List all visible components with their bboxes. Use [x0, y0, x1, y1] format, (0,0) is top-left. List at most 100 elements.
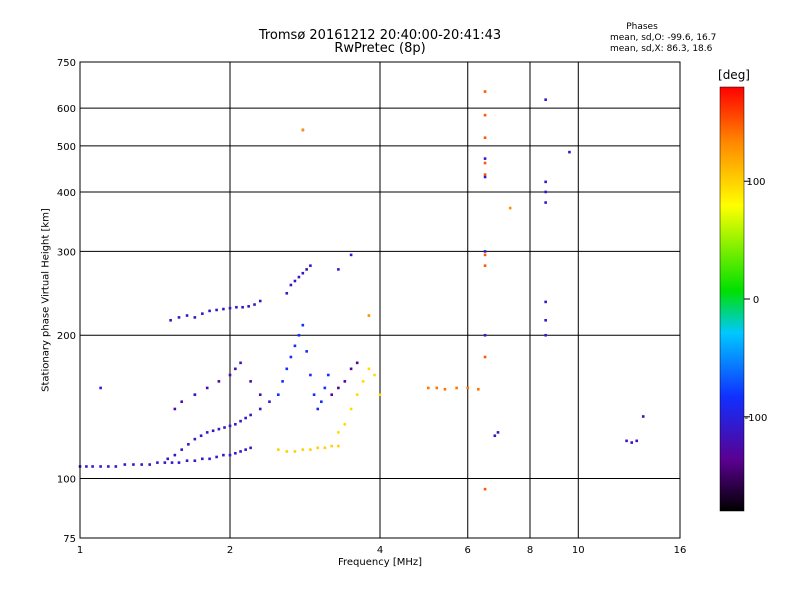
- data-point: [217, 380, 221, 383]
- data-point: [293, 450, 297, 453]
- colorbar: [719, 86, 745, 512]
- data-point: [349, 367, 353, 371]
- data-point: [222, 307, 225, 311]
- data-point: [285, 291, 289, 295]
- data-point: [208, 457, 211, 461]
- data-point: [244, 448, 247, 451]
- data-point: [99, 386, 102, 390]
- data-point: [276, 448, 280, 451]
- y-tick-label: 400: [57, 188, 76, 199]
- data-point: [477, 387, 480, 391]
- data-point: [253, 303, 256, 306]
- data-point: [483, 175, 487, 179]
- chart-title: Tromsø 20161212 20:40:00-20:41:43: [258, 28, 502, 43]
- data-point: [114, 465, 118, 468]
- data-point: [483, 250, 487, 253]
- data-point: [544, 98, 547, 101]
- data-point: [309, 264, 312, 267]
- data-point: [343, 380, 347, 383]
- data-point: [337, 444, 340, 448]
- data-point: [228, 424, 232, 428]
- data-point: [228, 306, 232, 310]
- data-point: [239, 419, 242, 423]
- data-point: [301, 448, 305, 451]
- data-points: [78, 90, 645, 491]
- data-point: [316, 446, 320, 450]
- plot-grid: [80, 62, 680, 538]
- data-point: [85, 465, 88, 468]
- data-point: [337, 268, 340, 271]
- data-point: [355, 361, 359, 365]
- x-axis-label: Frequency [MHz]: [337, 557, 423, 568]
- data-point: [228, 453, 232, 457]
- data-point: [185, 459, 189, 463]
- data-point: [289, 355, 293, 359]
- data-point: [249, 446, 252, 450]
- data-point: [107, 465, 110, 468]
- data-point: [493, 434, 497, 438]
- data-point: [217, 427, 221, 431]
- data-point: [309, 373, 312, 377]
- data-point: [247, 305, 250, 308]
- data-point: [330, 393, 334, 397]
- data-point: [349, 407, 353, 411]
- data-point: [205, 386, 209, 390]
- data-point: [193, 316, 197, 319]
- data-point: [140, 463, 144, 466]
- data-point: [483, 264, 487, 267]
- data-point: [641, 415, 645, 418]
- data-point: [199, 434, 203, 438]
- data-point: [544, 300, 547, 304]
- data-point: [483, 136, 487, 140]
- data-point: [483, 173, 487, 176]
- data-point: [361, 380, 365, 383]
- chart-subtitle: RwPretec (8p): [334, 41, 426, 56]
- plot-frame: [79, 61, 681, 539]
- data-point: [148, 463, 152, 466]
- data-point: [244, 416, 247, 420]
- x-tick-label: 8: [527, 545, 533, 556]
- data-point: [201, 457, 204, 461]
- data-point: [163, 461, 167, 464]
- y-tick-labels: 75 100 200 300 400 500 600 750: [57, 58, 76, 545]
- data-point: [316, 407, 320, 411]
- data-point: [330, 444, 334, 448]
- colorbar-tick-label: 100: [746, 177, 765, 188]
- data-point: [222, 453, 225, 457]
- data-point: [305, 350, 308, 353]
- data-point: [544, 333, 547, 337]
- y-tick-label: 750: [57, 58, 76, 69]
- data-point: [258, 393, 262, 397]
- data-point: [123, 463, 127, 466]
- y-tick-label: 200: [57, 331, 76, 342]
- data-point: [355, 393, 359, 397]
- data-point: [281, 380, 284, 383]
- data-point: [320, 400, 323, 404]
- data-point: [234, 367, 237, 371]
- data-point: [223, 426, 226, 429]
- colorbar-tick-label: -100: [745, 413, 768, 424]
- data-point: [258, 299, 262, 303]
- colorbar-ticks: 100 0 -100: [744, 177, 767, 424]
- data-point: [235, 305, 238, 309]
- data-point: [323, 446, 327, 450]
- data-point: [211, 429, 215, 433]
- data-point: [483, 113, 487, 117]
- phase-stats-x-mode: mean, sd,X: 86.3, 18.6: [610, 44, 713, 54]
- data-point: [337, 386, 340, 390]
- data-point: [630, 441, 634, 444]
- data-point: [249, 380, 252, 383]
- data-point: [239, 450, 242, 453]
- data-point: [268, 400, 271, 404]
- data-point: [305, 268, 308, 271]
- data-point: [132, 463, 135, 466]
- data-point: [187, 443, 190, 446]
- data-point: [293, 344, 297, 348]
- data-point: [327, 373, 330, 377]
- data-point: [208, 309, 211, 313]
- data-point: [483, 487, 487, 491]
- data-point: [185, 314, 189, 317]
- data-point: [483, 333, 487, 337]
- data-point: [483, 253, 487, 257]
